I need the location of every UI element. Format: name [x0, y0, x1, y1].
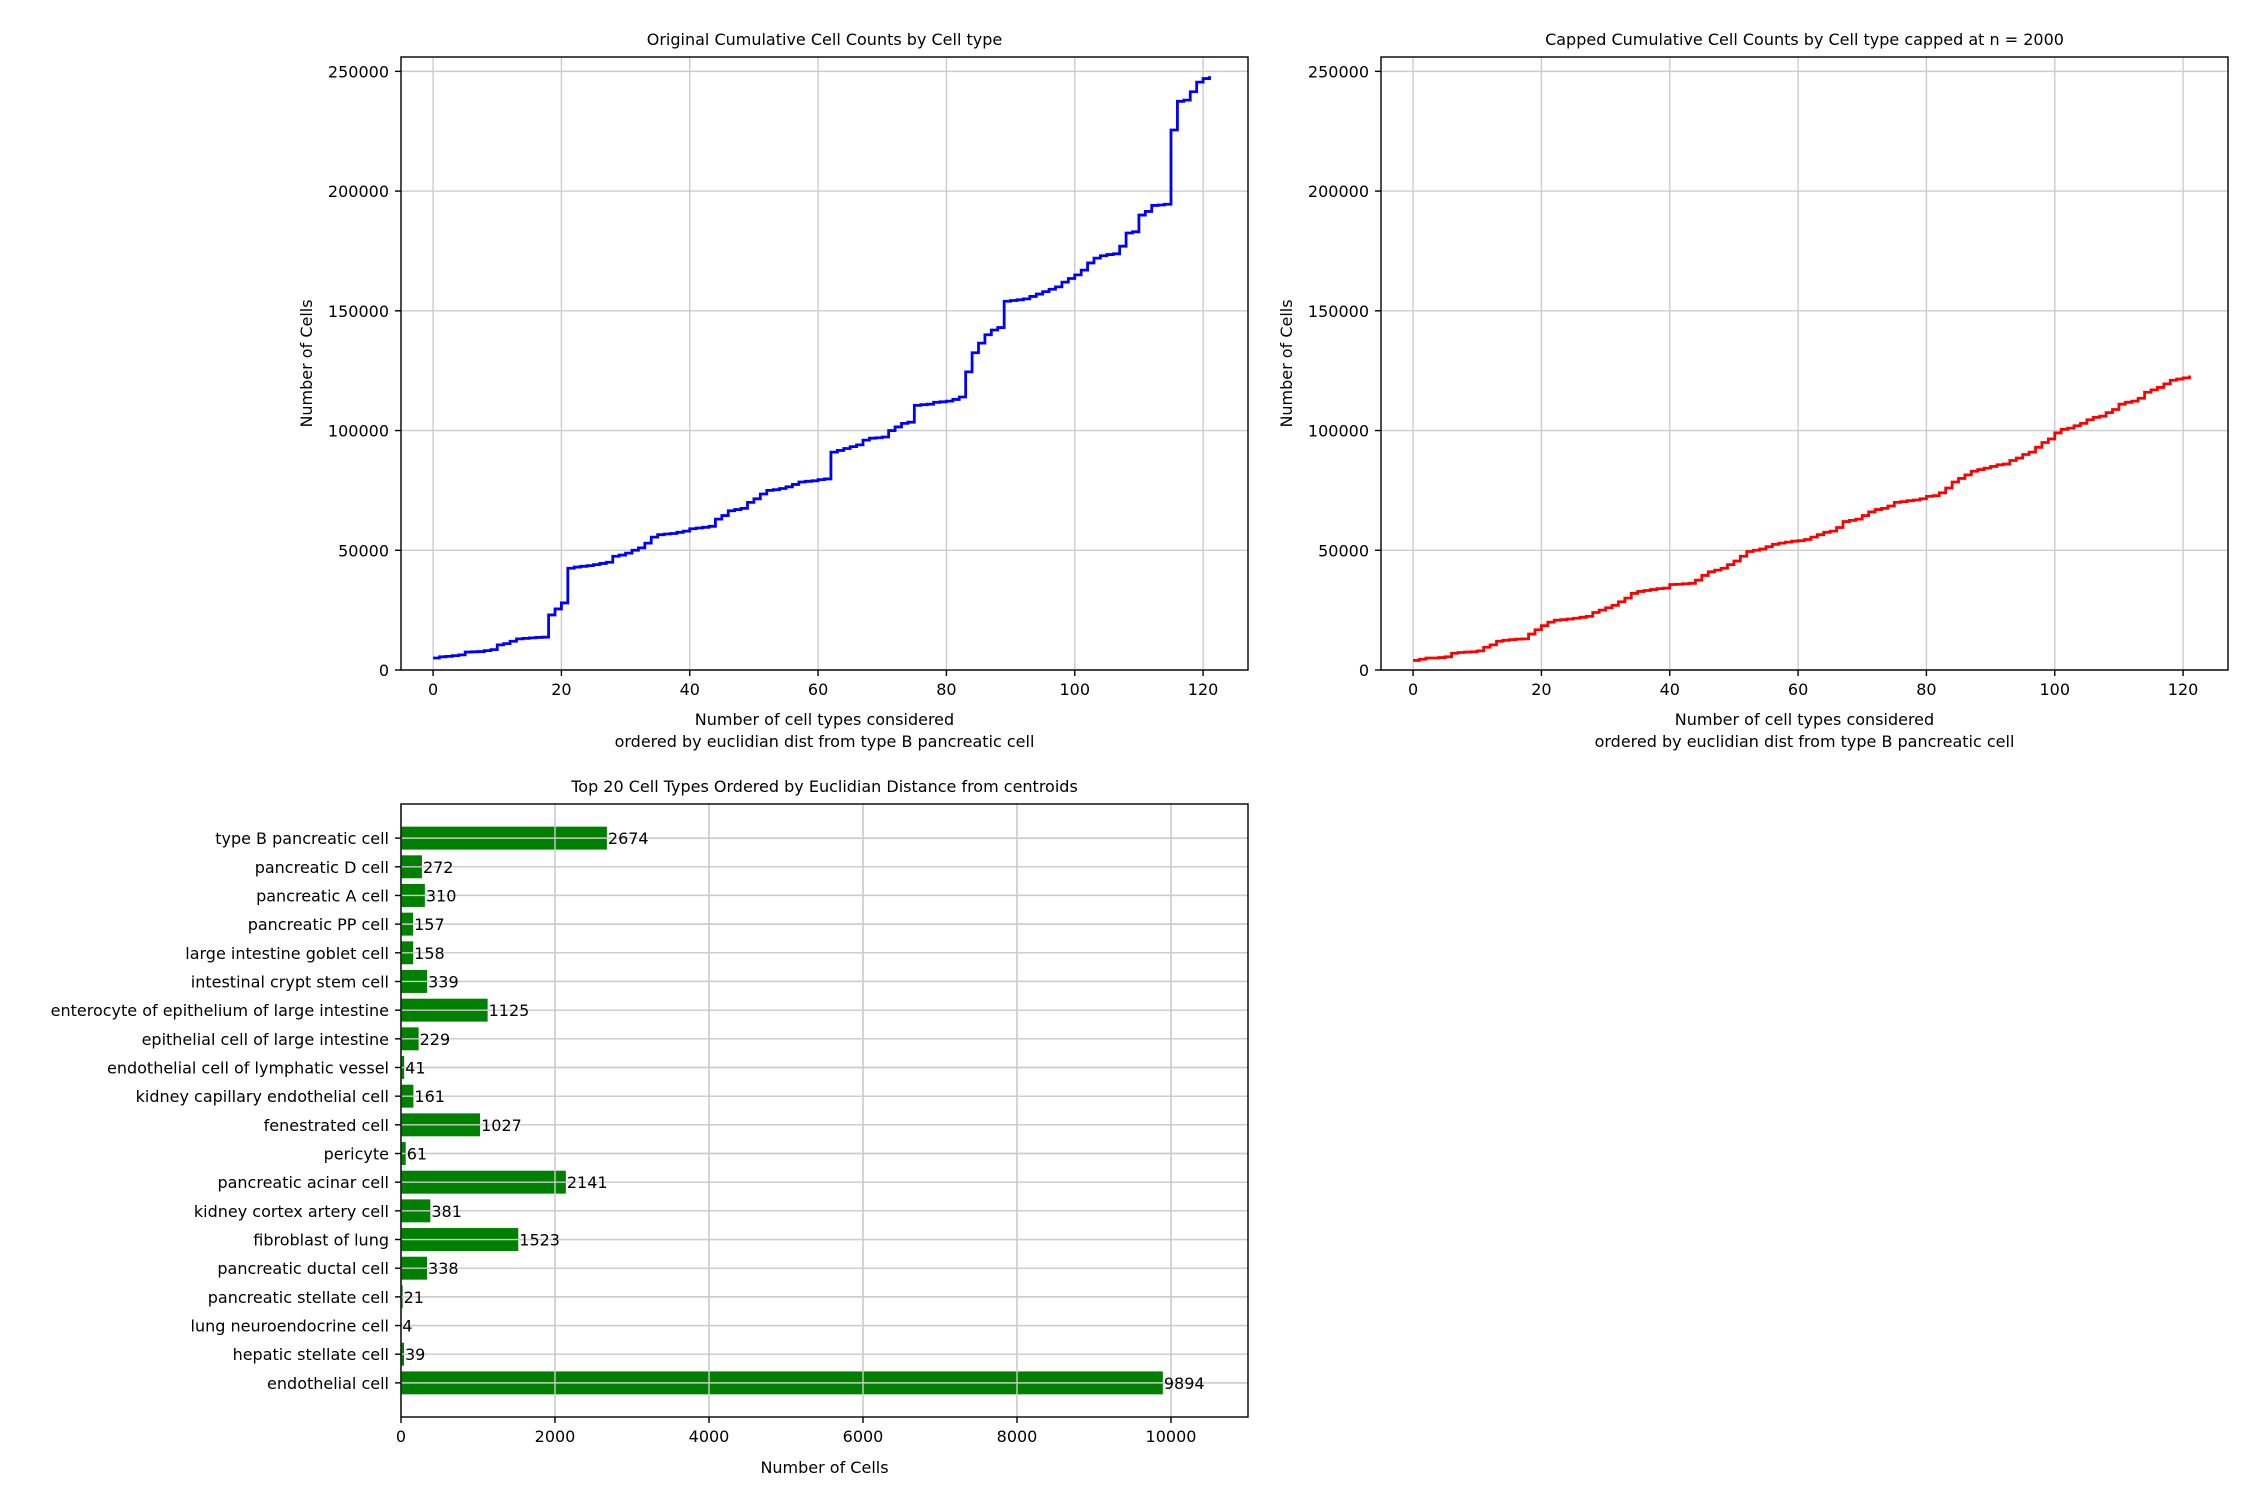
x-tick-label: 2000	[535, 1427, 576, 1446]
x-tick-label: 10000	[1146, 1427, 1197, 1446]
y-tick-label: 0	[1359, 661, 1369, 680]
bar-value-label: 157	[414, 915, 445, 934]
bar-value-label: 2674	[608, 829, 649, 848]
x-axis-label-line2: ordered by euclidian dist from type B pa…	[1595, 732, 2015, 751]
bar-value-label: 4	[402, 1317, 412, 1336]
x-tick-label: 80	[1916, 680, 1936, 699]
category-label: pancreatic PP cell	[248, 915, 389, 934]
category-label: pancreatic ductal cell	[217, 1259, 389, 1278]
y-tick-label: 0	[379, 661, 389, 680]
y-tick-label: 200000	[1308, 182, 1369, 201]
original-cumulative-chart: 0 20 40 60 80 100 120 0 50000 100000 150000 200000 2…	[297, 30, 1249, 751]
capped-cumulative-chart: 0 20 40 60 80 100 120 0 50000 100000 150000 200000 2…	[1277, 30, 2229, 751]
x-axis-label: Number of cell types considered	[695, 710, 954, 729]
category-label: intestinal crypt stem cell	[191, 972, 389, 991]
x-tick-label: 60	[1788, 680, 1808, 699]
y-axis-label: Number of Cells	[297, 299, 316, 427]
category-label: pancreatic A cell	[256, 886, 389, 905]
bar-value-label: 41	[405, 1058, 425, 1077]
category-label: type B pancreatic cell	[215, 829, 389, 848]
category-label: large intestine goblet cell	[185, 944, 389, 963]
bar-value-label: 1027	[481, 1116, 522, 1135]
x-tick-label: 40	[680, 680, 700, 699]
chart-title: Top 20 Cell Types Ordered by Euclidian D…	[570, 777, 1078, 796]
y-tick-label: 250000	[328, 62, 389, 81]
x-tick-label: 100	[1059, 680, 1090, 699]
bar-value-label: 381	[431, 1202, 462, 1221]
bar-value-label: 1523	[519, 1231, 560, 1250]
y-tick-label: 100000	[328, 422, 389, 441]
bar-value-label: 272	[423, 858, 454, 877]
x-axis-label: Number of Cells	[760, 1458, 888, 1477]
bar-value-label: 339	[428, 972, 459, 991]
y-tick-label: 150000	[328, 302, 389, 321]
bar-value-label: 310	[426, 886, 457, 905]
category-label: fenestrated cell	[264, 1116, 389, 1135]
category-label: enterocyte of epithelium of large intest…	[51, 1001, 389, 1020]
plot-frame	[1380, 56, 2229, 671]
x-axis-label: Number of cell types considered	[1675, 710, 1934, 729]
bar-value-label: 2141	[567, 1173, 608, 1192]
category-label: hepatic stellate cell	[233, 1345, 389, 1364]
series-line-original	[433, 76, 1211, 660]
category-label: pancreatic acinar cell	[217, 1173, 389, 1192]
y-tick-label: 50000	[338, 541, 389, 560]
y-tick-label: 200000	[328, 182, 389, 201]
category-label: pancreatic D cell	[255, 858, 389, 877]
bar-value-label: 9894	[1164, 1374, 1205, 1393]
chart-title: Capped Cumulative Cell Counts by Cell ty…	[1545, 30, 2064, 49]
category-label: endothelial cell of lymphatic vessel	[107, 1058, 389, 1077]
plot-frame	[400, 803, 1249, 1418]
x-tick-label: 80	[936, 680, 956, 699]
category-label: endothelial cell	[267, 1374, 389, 1393]
bar-value-label: 61	[407, 1145, 427, 1164]
category-label: pericyte	[324, 1145, 389, 1164]
x-tick-label: 4000	[689, 1427, 730, 1446]
bar-value-label: 229	[420, 1030, 451, 1049]
top20-bar-chart: Top 20 Cell Types Ordered by Euclidian D…	[51, 777, 1249, 1477]
bar-value-label: 39	[405, 1345, 425, 1364]
category-label: epithelial cell of large intestine	[142, 1030, 389, 1049]
bar-value-label: 338	[428, 1259, 459, 1278]
y-tick-label: 50000	[1318, 541, 1369, 560]
x-tick-label: 100	[2039, 680, 2070, 699]
x-tick-label: 6000	[843, 1427, 884, 1446]
x-tick-label: 120	[2168, 680, 2199, 699]
category-label: kidney cortex artery cell	[194, 1202, 389, 1221]
bar-value-label: 158	[414, 944, 445, 963]
bar-value-label: 161	[414, 1087, 445, 1106]
y-axis-label: Number of Cells	[1277, 299, 1296, 427]
x-tick-label: 20	[551, 680, 571, 699]
bar-value-label: 1125	[489, 1001, 530, 1020]
y-tick-label: 100000	[1308, 422, 1369, 441]
x-tick-label: 0	[396, 1427, 406, 1446]
y-tick-label: 250000	[1308, 62, 1369, 81]
x-tick-label: 20	[1531, 680, 1551, 699]
series-line-capped	[1413, 375, 2191, 662]
plot-frame	[400, 56, 1249, 671]
category-label: fibroblast of lung	[253, 1231, 389, 1250]
category-label: lung neuroendocrine cell	[191, 1317, 389, 1336]
bar-value-label: 21	[404, 1288, 424, 1307]
x-tick-label: 0	[1408, 680, 1418, 699]
x-tick-label: 8000	[997, 1427, 1038, 1446]
category-label: kidney capillary endothelial cell	[136, 1087, 389, 1106]
chart-title: Original Cumulative Cell Counts by Cell …	[647, 30, 1002, 49]
x-tick-label: 60	[808, 680, 828, 699]
x-axis-label-line2: ordered by euclidian dist from type B pa…	[615, 732, 1035, 751]
x-tick-label: 40	[1660, 680, 1680, 699]
y-tick-label: 150000	[1308, 302, 1369, 321]
x-tick-label: 0	[428, 680, 438, 699]
x-tick-label: 120	[1188, 680, 1219, 699]
category-label: pancreatic stellate cell	[208, 1288, 389, 1307]
